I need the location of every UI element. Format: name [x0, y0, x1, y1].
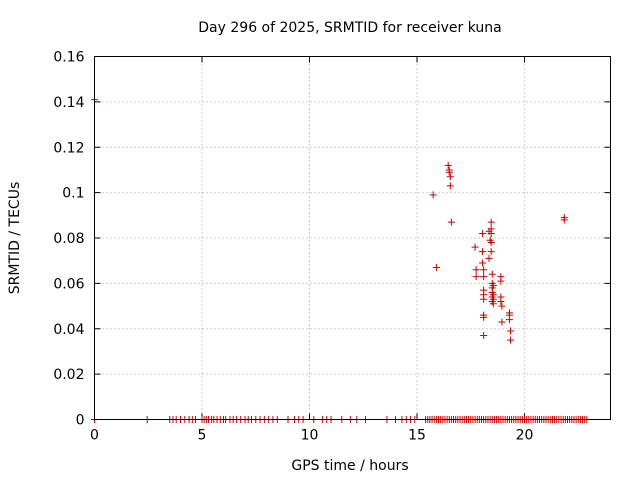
data-point	[472, 266, 480, 274]
data-point	[488, 270, 496, 278]
grid	[94, 56, 611, 420]
x-tick-label: 20	[516, 428, 534, 444]
data-point	[487, 248, 495, 256]
plot-frame	[94, 56, 611, 420]
data-point	[480, 313, 488, 321]
data-point	[472, 273, 480, 281]
data-point	[479, 248, 487, 256]
data-point	[489, 282, 497, 290]
data-point	[505, 316, 513, 324]
chart-title: Day 296 of 2025, SRMTID for receiver kun…	[198, 20, 501, 36]
data-point	[487, 218, 495, 226]
x-tick-label: 15	[408, 428, 426, 444]
data-point	[479, 259, 487, 267]
data-point	[487, 239, 495, 247]
y-axis: 0 0.02 0.04 0.06 0.08 0.1 0.12 0.14 0.16	[53, 50, 611, 429]
data-point	[447, 218, 455, 226]
data-point	[432, 263, 440, 271]
y-tick-label: 0.1	[62, 186, 84, 202]
y-tick-label: 0.06	[53, 276, 84, 292]
data-point	[497, 298, 505, 306]
data-point	[446, 173, 454, 181]
y-tick-label: 0.02	[53, 367, 84, 383]
y-tick-label: 0.14	[53, 95, 84, 111]
data-point	[507, 327, 515, 335]
y-axis-title: SRMTID / TECUs	[7, 182, 23, 295]
x-axis: 0 5 10 15 20	[90, 56, 534, 444]
data-point	[489, 300, 497, 308]
data-point	[497, 277, 505, 285]
y-tick-label: 0.04	[53, 322, 84, 338]
x-axis-title: GPS time / hours	[291, 458, 408, 474]
data-point	[560, 216, 568, 224]
data-point	[471, 243, 479, 251]
data-point	[444, 161, 452, 169]
data-point	[480, 273, 488, 281]
data-point	[479, 229, 487, 237]
y-tick-label: 0.12	[53, 140, 84, 156]
data-point	[498, 318, 506, 326]
data-point	[429, 191, 437, 199]
data-point	[480, 332, 488, 340]
x-tick-label: 5	[198, 428, 207, 444]
data-point	[485, 254, 493, 262]
data-point	[507, 336, 515, 344]
data-point	[446, 182, 454, 190]
x-tick-label: 10	[301, 428, 319, 444]
y-tick-label: 0.08	[53, 231, 84, 247]
data-point	[480, 295, 488, 303]
data-point	[498, 302, 506, 310]
y-tick-label: 0.16	[53, 50, 84, 66]
data-point	[445, 166, 453, 174]
data-point	[480, 266, 488, 274]
x-tick-label: 0	[90, 428, 99, 444]
data-point	[487, 229, 495, 237]
y-tick-label: 0	[76, 413, 85, 429]
